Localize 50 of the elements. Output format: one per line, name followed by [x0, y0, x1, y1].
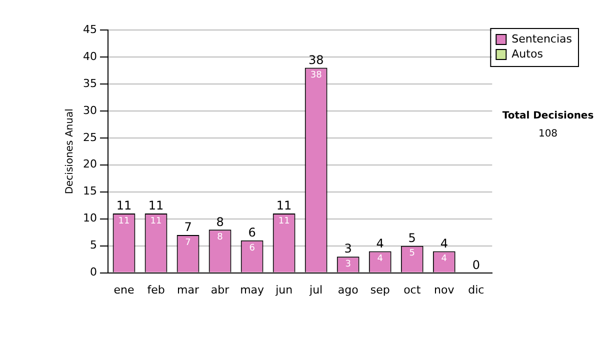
y-tick-label: 10 — [82, 212, 97, 225]
y-tick-label: 20 — [82, 158, 97, 171]
text: Total Decisiones — [502, 110, 594, 122]
y-tick-label: 40 — [82, 50, 97, 63]
data-label: 4 — [377, 254, 384, 264]
total-label: 4 — [376, 236, 384, 250]
data-label: 8 — [217, 232, 224, 242]
total-label: 7 — [184, 220, 192, 234]
data-label: 7 — [185, 238, 191, 248]
x-tick-label: feb — [147, 283, 165, 296]
x-tick-label: ago — [338, 283, 359, 296]
total-label: 11 — [116, 198, 132, 213]
total-label: 8 — [216, 214, 224, 229]
total-label: 0 — [472, 258, 480, 272]
legend-label: Sentencias — [512, 32, 572, 46]
x-tick-label: abr — [210, 283, 230, 296]
y-axis-title: Decisiones Anual — [64, 108, 76, 194]
x-tick-label: sep — [370, 283, 390, 296]
x-tick-label: ene — [114, 283, 134, 296]
x-tick-label: jul — [308, 283, 323, 296]
data-label: 11 — [278, 216, 290, 226]
total-label: 4 — [440, 236, 448, 250]
y-tick-label: 30 — [82, 104, 97, 117]
x-tick-label: jun — [274, 283, 293, 296]
total-label: 11 — [276, 198, 292, 213]
y-tick-label: 35 — [82, 76, 97, 90]
x-tick-label: oct — [404, 283, 422, 296]
data-label: 6 — [249, 243, 256, 254]
data-label: 3 — [345, 259, 351, 270]
y-tick-label: 0 — [90, 266, 97, 279]
text: 108 — [538, 128, 558, 140]
legend-label: Autos — [512, 47, 544, 60]
y-tick-label: 45 — [82, 22, 97, 36]
total-label: 3 — [344, 242, 352, 256]
data-label: 11 — [118, 216, 130, 226]
total-label: 5 — [408, 230, 416, 245]
data-label: 38 — [310, 70, 322, 81]
total-label: 6 — [248, 226, 256, 240]
data-label: 4 — [441, 254, 448, 264]
total-label: 38 — [308, 52, 324, 67]
x-tick-label: mar — [177, 283, 200, 296]
data-label: 11 — [150, 216, 162, 226]
x-tick-label: dic — [468, 283, 484, 296]
x-tick-label: may — [240, 283, 265, 296]
data-label: 5 — [409, 248, 415, 259]
total-label: 11 — [148, 198, 164, 213]
y-tick-label: 5 — [90, 238, 97, 252]
x-tick-label: nov — [434, 283, 455, 296]
y-tick-label: 25 — [82, 130, 97, 144]
y-tick-label: 15 — [82, 184, 97, 198]
